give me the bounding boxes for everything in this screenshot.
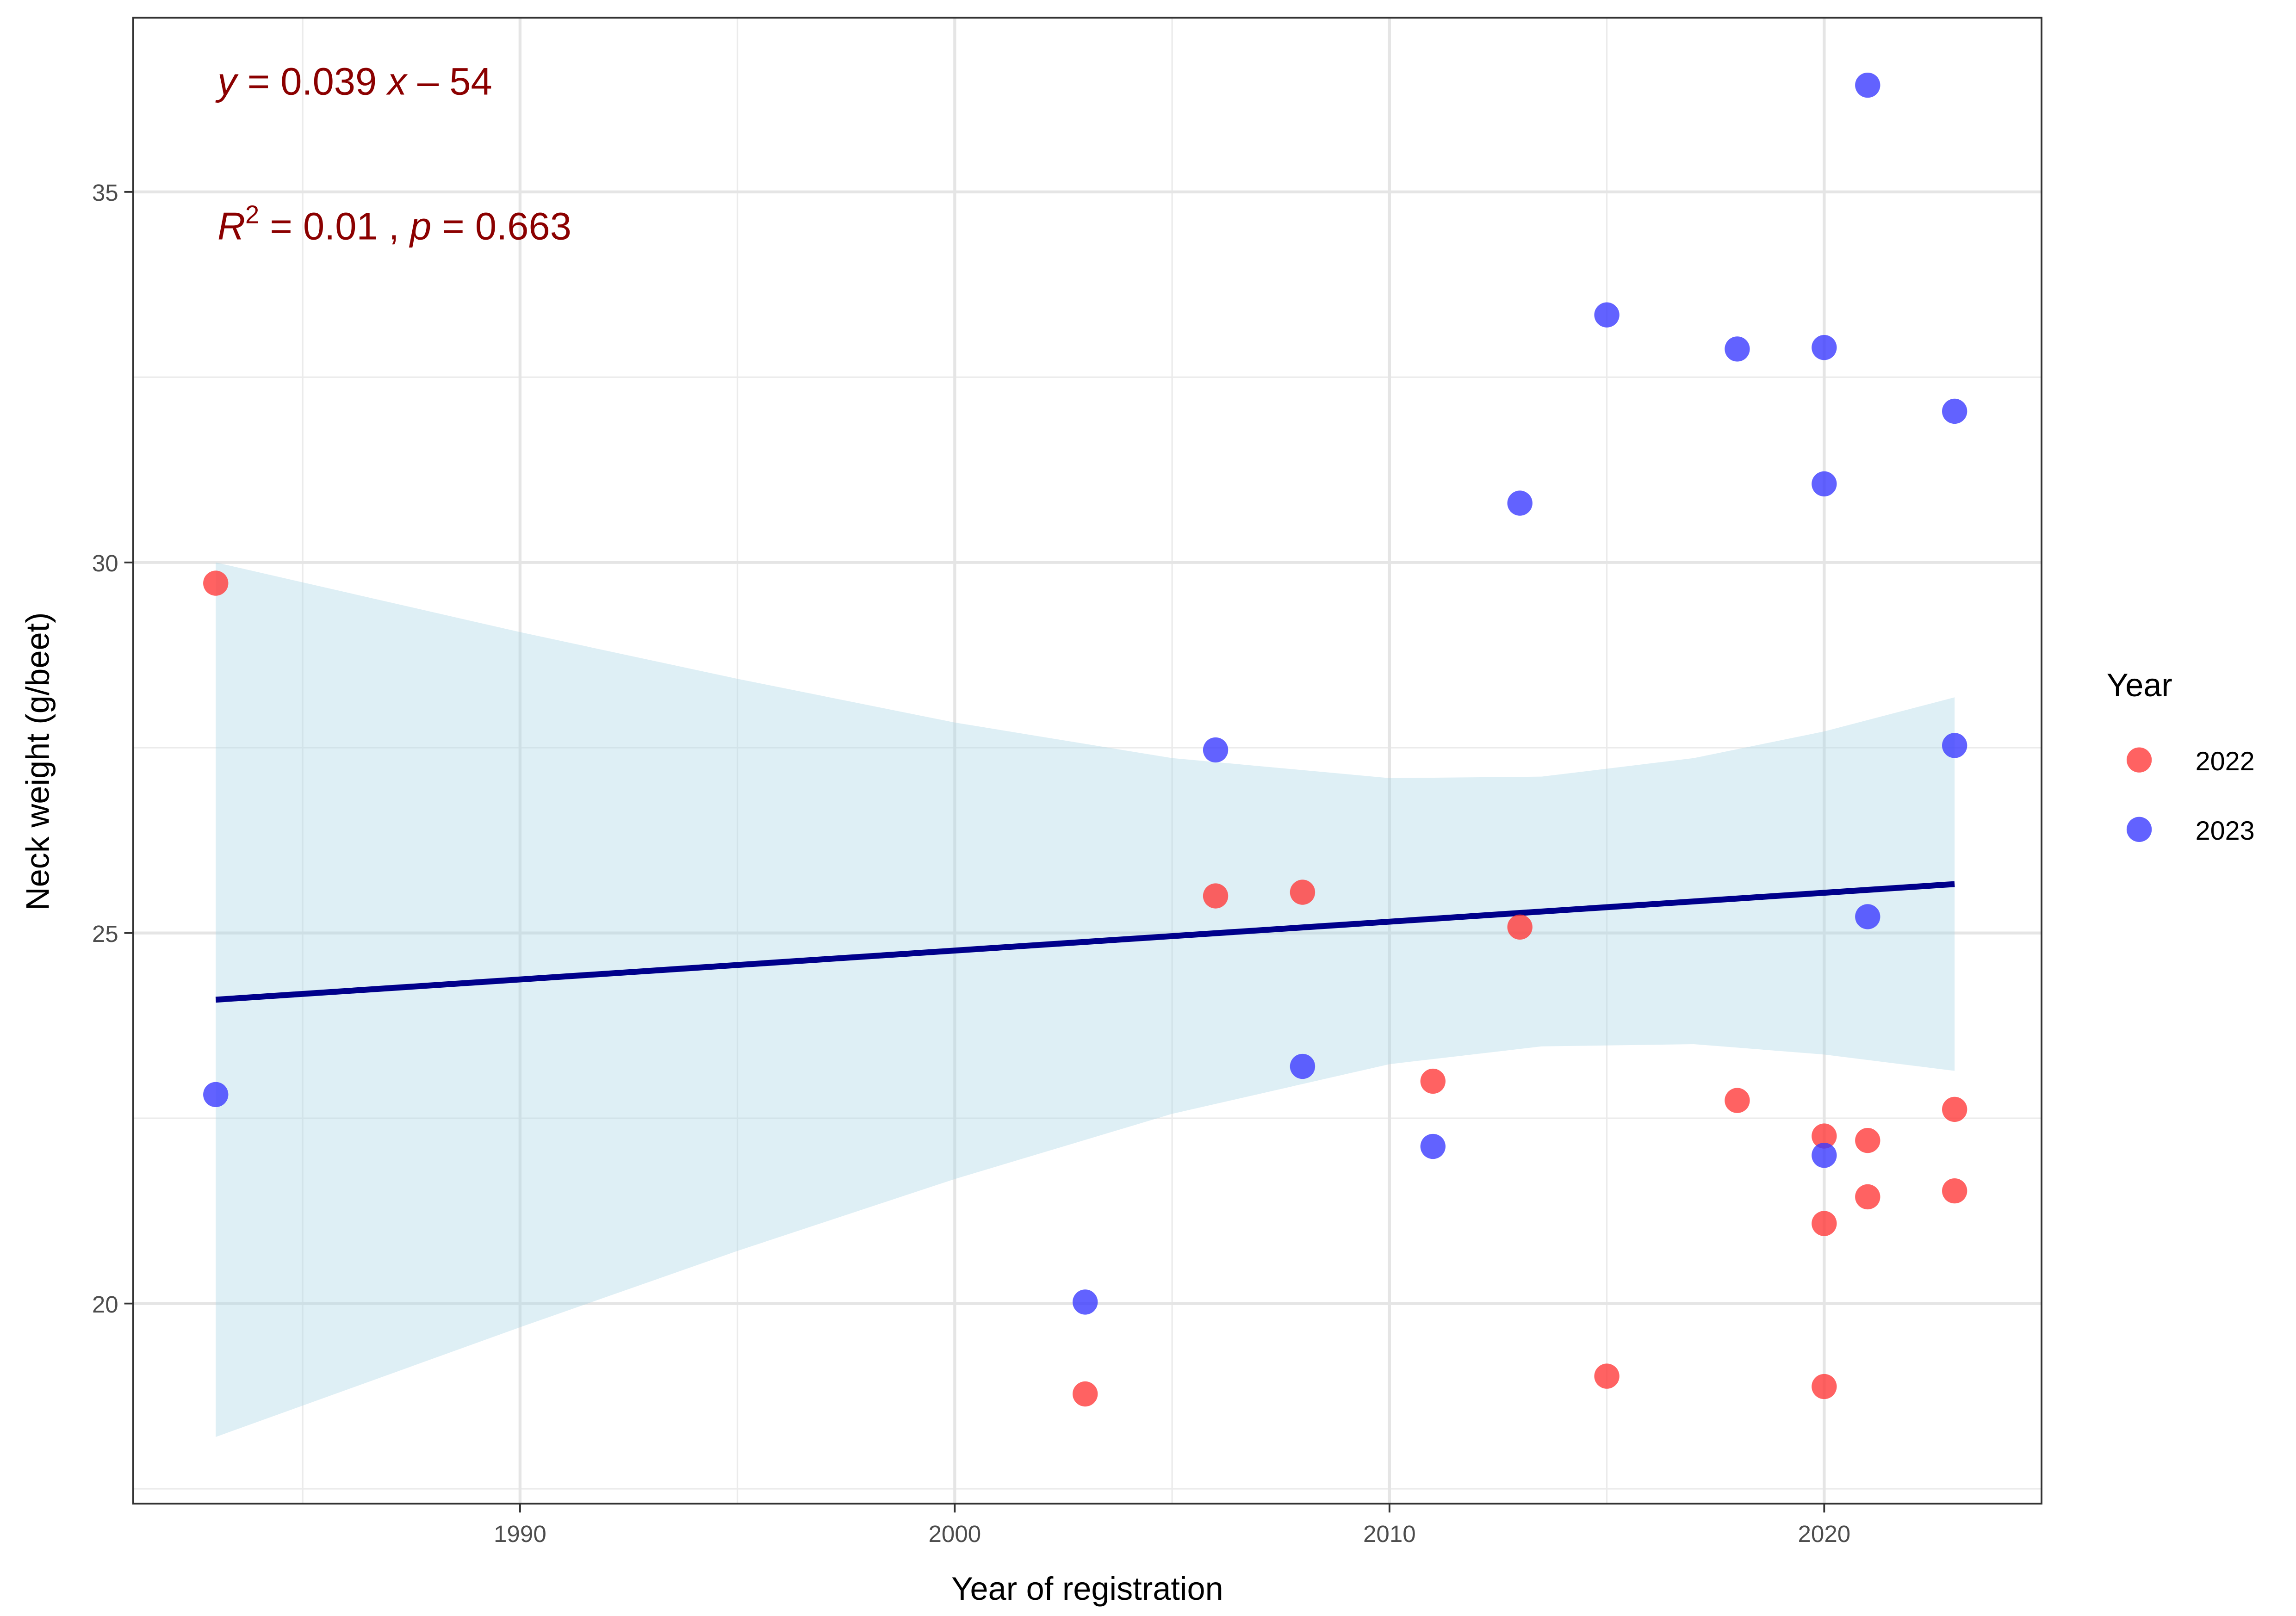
data-point-2022 [1420,1068,1446,1094]
data-point-2023 [1594,302,1620,328]
data-point-2023 [1855,904,1880,929]
stat-r: R [217,205,245,248]
data-point-2022 [1812,1374,1837,1399]
y-tick-label: 20 [92,1291,118,1318]
data-point-2023 [1290,1053,1316,1079]
data-point-2022 [1725,1088,1750,1113]
data-point-2023 [1812,335,1837,360]
data-point-2022 [1942,1096,1967,1122]
legend: Year 2022 2023 [2107,667,2255,846]
confidence-band [216,562,1955,1437]
data-point-2023 [1073,1289,1098,1315]
data-point-2022 [1812,1123,1837,1149]
data-point-2023 [203,1082,229,1108]
data-point-2022 [1812,1211,1837,1236]
legend-title: Year [2107,667,2172,703]
x-tick-label: 2020 [1798,1521,1850,1547]
legend-label-2022: 2022 [2196,747,2255,776]
eq-tail: – 54 [407,60,492,103]
data-point-2022 [1507,914,1533,940]
legend-key-2022 [2126,747,2152,773]
eq-x: x [385,60,408,103]
stat-p: p [409,205,431,248]
eq-rest: = 0.039 [237,60,388,103]
data-point-2022 [1203,883,1229,909]
data-point-2023 [1855,72,1880,98]
y-tick-label: 30 [92,550,118,576]
data-point-2023 [1420,1133,1446,1159]
y-tick-label: 35 [92,180,118,206]
plot-panel-border [132,17,2043,1505]
panel-background [133,18,2042,1504]
data-point-2022 [1855,1128,1880,1153]
data-point-2023 [1725,336,1750,362]
regression-stats: R2 = 0.01 , p = 0.663 [217,201,571,248]
data-point-2022 [1594,1363,1620,1389]
legend-label-2023: 2023 [2196,816,2255,846]
data-point-2022 [1855,1184,1880,1210]
data-point-2022 [1290,879,1316,905]
stat-mid: = 0.01 , [259,205,410,248]
grid [133,18,2042,1504]
data-point-2023 [1507,490,1533,516]
data-point-2023 [1942,733,1967,758]
data-point-2022 [203,570,229,596]
points [203,72,1967,1407]
y-tick-label: 25 [92,921,118,947]
eq-y: y [215,60,239,103]
data-point-2023 [1812,1143,1837,1168]
x-axis-title: Year of registration [951,1570,1223,1607]
stat-sup: 2 [245,201,259,229]
x-tick-label: 1990 [494,1521,546,1547]
x-tick-label: 2010 [1363,1521,1416,1547]
data-point-2022 [1942,1178,1967,1204]
data-point-2023 [1812,471,1837,497]
stat-tail: = 0.663 [431,205,571,248]
legend-key-2023 [2126,817,2152,842]
data-point-2023 [1203,737,1229,763]
x-tick-label: 2000 [928,1521,981,1547]
y-axis-title: Neck weight (g/beet) [19,612,56,910]
regression-equation: y = 0.039 x – 54 [215,60,492,103]
data-point-2023 [1942,398,1967,424]
data-point-2022 [1073,1381,1098,1407]
regression-line [215,881,1955,1003]
